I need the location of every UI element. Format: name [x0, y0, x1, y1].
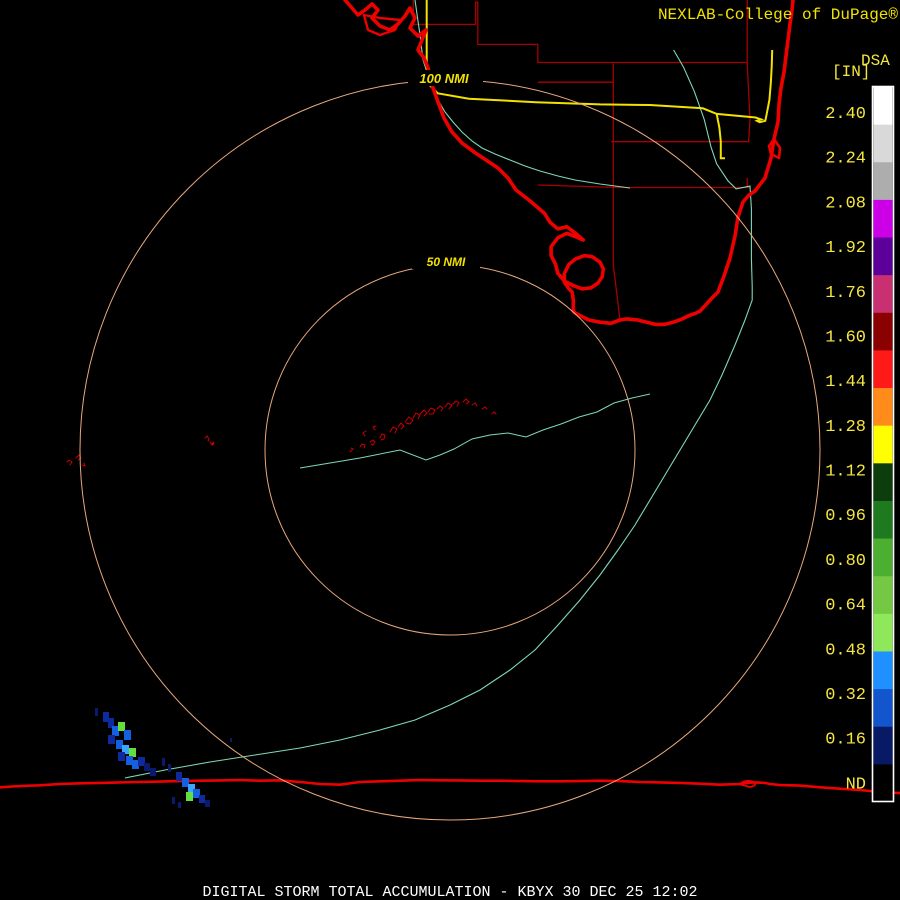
svg-text:1.92: 1.92: [825, 239, 866, 258]
svg-text:1.12: 1.12: [825, 463, 866, 482]
svg-text:ND: ND: [846, 775, 866, 794]
svg-text:100 NMI: 100 NMI: [419, 71, 469, 86]
svg-text:0.32: 0.32: [825, 686, 866, 705]
svg-text:NEXLAB-College of DuPage®: NEXLAB-College of DuPage®: [658, 6, 898, 24]
svg-text:1.28: 1.28: [825, 418, 866, 437]
svg-text:1.76: 1.76: [825, 284, 866, 303]
svg-text:2.40: 2.40: [825, 105, 866, 124]
svg-text:2.08: 2.08: [825, 194, 866, 213]
svg-text:0.96: 0.96: [825, 507, 866, 526]
svg-text:2.24: 2.24: [825, 150, 866, 169]
svg-text:50 NMI: 50 NMI: [427, 255, 466, 269]
svg-text:0.48: 0.48: [825, 641, 866, 660]
svg-text:0.80: 0.80: [825, 552, 866, 571]
svg-text:1.44: 1.44: [825, 373, 866, 392]
svg-text:0.64: 0.64: [825, 597, 866, 616]
svg-text:1.60: 1.60: [825, 328, 866, 347]
svg-text:0.16: 0.16: [825, 731, 866, 750]
svg-text:DSA: DSA: [861, 52, 890, 70]
svg-text:DIGITAL STORM TOTAL ACCUMULATI: DIGITAL STORM TOTAL ACCUMULATION - KBYX …: [202, 884, 697, 900]
